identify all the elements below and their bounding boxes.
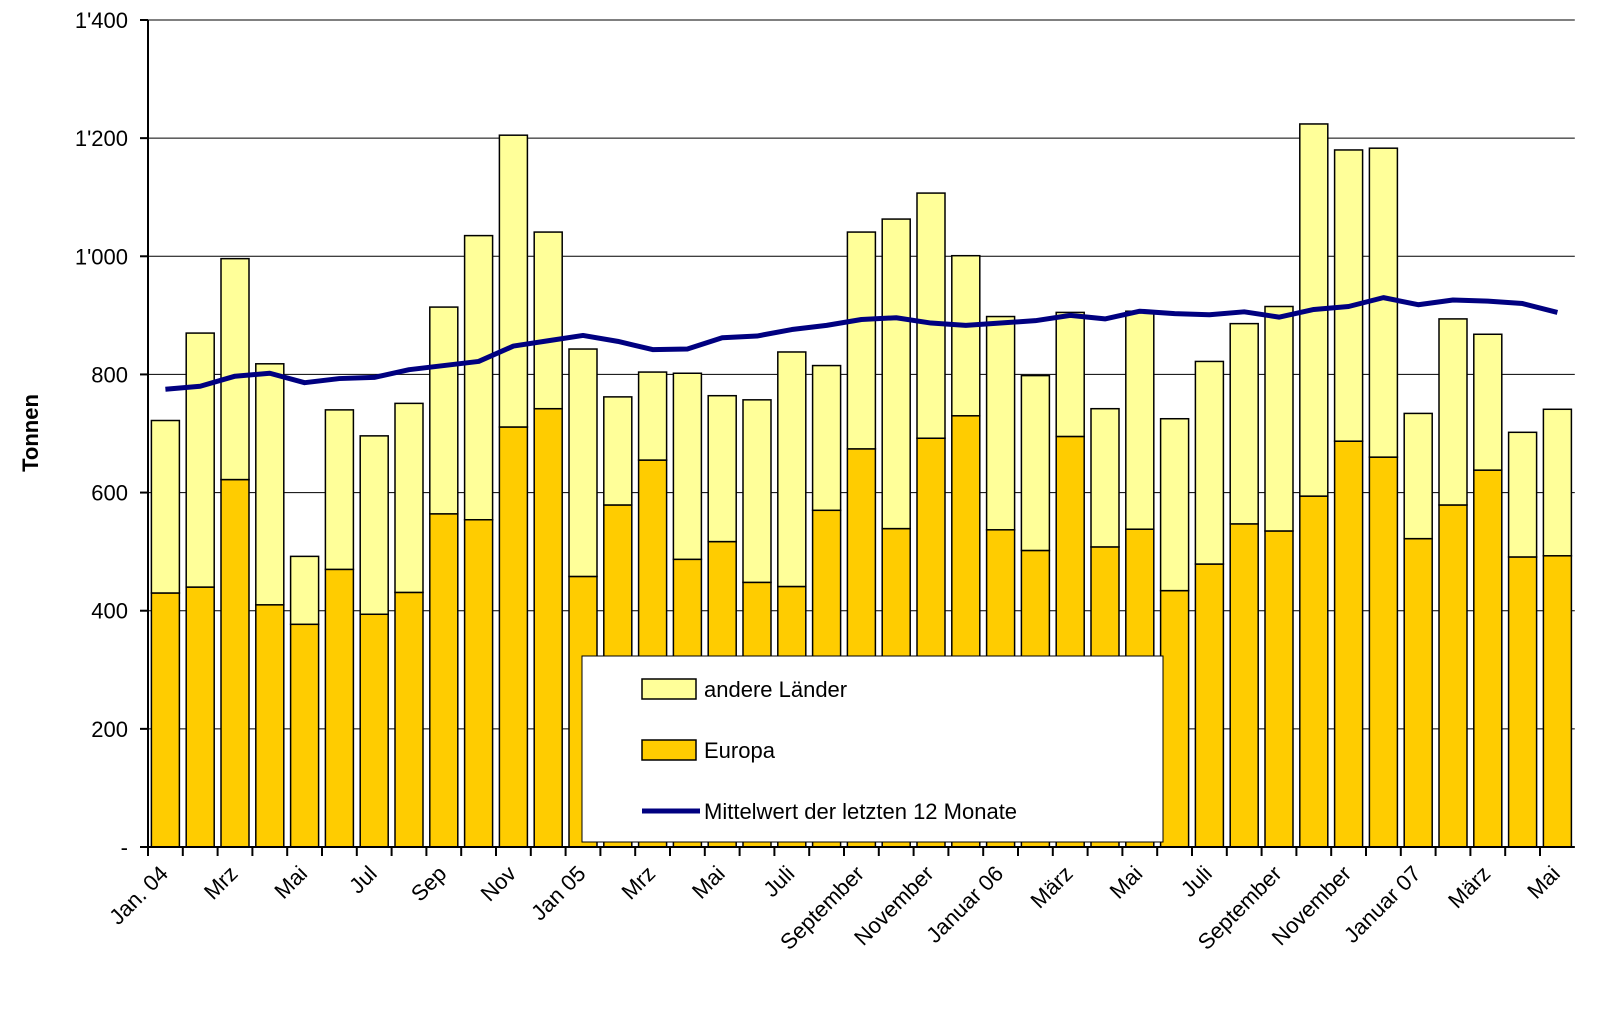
x-tick-label: Mrz xyxy=(199,861,243,905)
bar xyxy=(498,426,529,848)
x-tick-label: Mrz xyxy=(617,861,661,905)
bar xyxy=(463,518,494,848)
bar xyxy=(220,257,250,481)
x-tick-label: März xyxy=(1025,861,1077,913)
bar xyxy=(1020,374,1051,552)
bar xyxy=(1125,310,1155,530)
bar xyxy=(1229,523,1259,848)
x-tick-label: Jul xyxy=(344,861,382,899)
bar xyxy=(220,478,250,848)
bar xyxy=(1542,555,1573,848)
bar xyxy=(289,555,320,626)
bar xyxy=(1368,456,1399,848)
x-tick-label: Nov xyxy=(476,861,521,906)
y-tick-label: 1'000 xyxy=(75,244,128,269)
legend: andere Länder Europa Mittelwert der letzte… xyxy=(581,655,1164,843)
bar xyxy=(1438,504,1468,848)
bar xyxy=(672,372,703,561)
bar xyxy=(498,134,529,428)
y-axis-label: Tonnen xyxy=(18,394,43,472)
x-tick-label: März xyxy=(1443,861,1495,913)
x-tick-label: Januar 06 xyxy=(921,861,1008,948)
y-tick-label: 200 xyxy=(91,717,128,742)
bar xyxy=(255,363,285,606)
y-tick-label: - xyxy=(121,835,128,860)
bar xyxy=(533,231,563,410)
bar xyxy=(1403,537,1433,848)
bar xyxy=(463,234,494,521)
bar xyxy=(568,348,598,578)
bar xyxy=(777,351,807,588)
bar xyxy=(1507,556,1538,848)
x-tick-label: Jan 05 xyxy=(526,861,590,925)
y-tick-label: 1'400 xyxy=(75,8,128,33)
bar xyxy=(185,586,215,848)
bar xyxy=(1194,360,1225,565)
bar xyxy=(1194,563,1225,848)
line xyxy=(165,295,1559,392)
bar xyxy=(429,306,459,515)
bar xyxy=(429,513,459,848)
legend-label: Europa xyxy=(704,738,776,763)
x-tick-label: Juli xyxy=(758,861,799,902)
x-tick-label: Jan. 04 xyxy=(104,861,173,930)
bar xyxy=(150,592,181,848)
bar xyxy=(1264,530,1294,848)
bar xyxy=(742,399,772,584)
bar xyxy=(881,218,911,530)
x-tick-label: Januar 07 xyxy=(1339,861,1426,948)
bar xyxy=(533,407,563,848)
y-tick-label: 400 xyxy=(91,599,128,624)
bar xyxy=(1368,147,1399,458)
y-tick-label: 600 xyxy=(91,481,128,506)
x-tick-label: Sep xyxy=(406,861,451,906)
bar xyxy=(324,568,355,848)
bar xyxy=(1473,333,1503,471)
bar xyxy=(185,332,215,588)
bar xyxy=(1055,311,1085,438)
bar xyxy=(1438,318,1468,506)
bar xyxy=(1507,431,1538,558)
bar xyxy=(1299,495,1329,848)
bar xyxy=(359,435,389,616)
bar xyxy=(637,371,668,461)
bar xyxy=(1229,322,1259,525)
bar xyxy=(811,364,842,512)
bar xyxy=(1090,407,1120,548)
bar xyxy=(951,254,981,417)
bar xyxy=(985,315,1016,531)
bar xyxy=(394,402,424,594)
bar xyxy=(846,231,877,450)
legend-swatch xyxy=(641,739,697,761)
y-tick-label: 800 xyxy=(91,362,128,387)
bar xyxy=(707,394,737,543)
bar xyxy=(289,623,320,848)
legend-label: andere Länder xyxy=(704,677,847,702)
legend-label: Mittelwert der letzten 12 Monate xyxy=(704,799,1017,824)
bar xyxy=(1473,469,1503,848)
x-tick-label: Mai xyxy=(687,861,730,904)
bar xyxy=(150,419,181,594)
bar xyxy=(1403,412,1433,540)
bar xyxy=(1159,417,1190,592)
x-tick-label: Mai xyxy=(269,861,312,904)
bar xyxy=(359,613,389,848)
x-tick-label: Juli xyxy=(1176,861,1217,902)
bar xyxy=(1333,149,1364,442)
x-tick-label: Mai xyxy=(1105,861,1148,904)
bar xyxy=(916,192,946,439)
bar xyxy=(603,396,633,506)
y-tick-label: 1'200 xyxy=(75,126,128,151)
bar xyxy=(1333,440,1364,848)
bar xyxy=(1159,589,1190,848)
bar xyxy=(255,604,285,848)
bar xyxy=(1264,305,1294,532)
bar xyxy=(1542,408,1573,557)
x-tick-label: Mai xyxy=(1522,861,1565,904)
legend-swatch xyxy=(641,678,697,700)
bar xyxy=(324,409,355,571)
bar xyxy=(394,591,424,848)
